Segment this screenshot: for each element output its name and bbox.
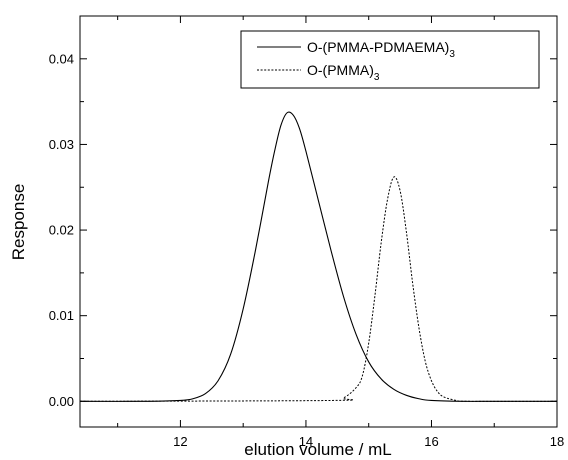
y-tick-label: 0.00 [49, 394, 74, 409]
y-tick-label: 0.01 [49, 308, 74, 323]
x-tick-label: 18 [550, 434, 564, 449]
series-lines [79, 111, 558, 402]
legend: O-(PMMA-PDMAEMA)3 O-(PMMA)3 [240, 30, 540, 89]
legend-label-series-2: O-(PMMA)3 [307, 62, 380, 83]
tick-labels: 12 14 16 18 0.00 0.01 0.02 0.03 0.04 [49, 51, 565, 449]
series-line-2 [79, 176, 558, 402]
x-tick-label: 14 [299, 434, 313, 449]
y-tick-label: 0.04 [49, 51, 74, 66]
y-tick-label: 0.03 [49, 137, 74, 152]
series-line-1 [79, 111, 558, 402]
y-axis-title: Response [9, 184, 28, 261]
y-tick-label: 0.02 [49, 223, 74, 238]
x-tick-label: 12 [173, 434, 187, 449]
legend-box [240, 30, 540, 89]
plot-frame [79, 15, 558, 428]
legend-label-series-1: O-(PMMA-PDMAEMA)3 [307, 39, 455, 60]
x-axis-title: elution volume / mL [244, 440, 391, 459]
x-tick-label: 16 [424, 434, 438, 449]
